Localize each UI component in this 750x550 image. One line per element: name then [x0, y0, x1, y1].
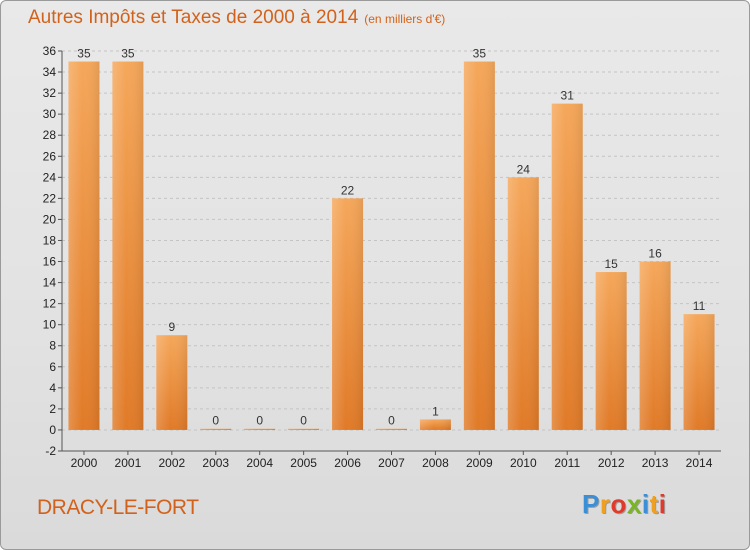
- proxiti-logo[interactable]: Proxiti: [582, 489, 666, 520]
- commune-name: DRACY-LE-FORT: [37, 496, 199, 519]
- y-tick-label: 6: [49, 360, 56, 374]
- chart-title: Autres Impôts et Taxes de 2000 à 2014 (en…: [28, 7, 445, 29]
- value-label-2000: 35: [77, 47, 91, 61]
- y-tick-label: 16: [43, 255, 57, 269]
- bar-shade-2001: [112, 61, 144, 430]
- value-label-2007: 0: [388, 414, 395, 428]
- bar-shade-2010: [507, 177, 539, 430]
- y-tick-label: 2: [49, 402, 56, 416]
- bar-shade-2008: [419, 419, 451, 430]
- value-label-2004: 0: [256, 414, 263, 428]
- bar-shade-2000: [68, 61, 100, 430]
- logo-letter: i: [641, 489, 650, 519]
- logo-letter: o: [610, 489, 627, 519]
- chart-title-text: Autres Impôts et Taxes de 2000 à 2014: [28, 7, 359, 28]
- x-tick-label-2012: 2012: [598, 456, 625, 470]
- bar-shade-2007: [376, 428, 407, 430]
- y-tick-label: 18: [43, 233, 57, 247]
- value-label-2008: 1: [432, 404, 439, 418]
- y-tick-label: 20: [43, 212, 57, 226]
- value-label-2011: 31: [561, 89, 575, 103]
- bar-shade-2005: [288, 428, 320, 430]
- x-tick-label-2008: 2008: [422, 456, 449, 470]
- logo-letter: P: [582, 489, 600, 519]
- value-label-2009: 35: [473, 47, 487, 61]
- value-label-2003: 0: [212, 414, 219, 428]
- value-label-2014: 11: [693, 299, 706, 313]
- x-tick-label-2009: 2009: [466, 456, 493, 470]
- y-tick-label: 28: [43, 128, 57, 142]
- bars: [68, 61, 715, 430]
- y-tick-label: 14: [43, 276, 57, 290]
- value-label-2013: 16: [648, 247, 662, 261]
- value-label-2001: 35: [121, 47, 135, 61]
- bar-shade-2004: [244, 428, 276, 430]
- value-label-2005: 0: [300, 414, 307, 428]
- y-tick-label: 8: [49, 339, 56, 353]
- bar-shade-2009: [463, 61, 495, 430]
- x-tick-label-2010: 2010: [510, 456, 537, 470]
- y-tick-label: 0: [49, 423, 56, 437]
- bar-shade-2012: [595, 272, 627, 430]
- x-tick-label-2014: 2014: [686, 456, 713, 470]
- x-tick-label-2000: 2000: [71, 456, 98, 470]
- y-tick-label: 32: [43, 86, 57, 100]
- y-tick-label: 24: [43, 170, 57, 184]
- bar-shade-2003: [200, 428, 232, 430]
- x-tick-label-2003: 2003: [202, 456, 229, 470]
- chart-subtitle: (en milliers d'€): [364, 12, 446, 26]
- y-tick-label: 30: [43, 107, 57, 121]
- y-tick-label: 10: [43, 318, 57, 332]
- logo-letter: i: [658, 489, 667, 519]
- bar-shade-2013: [639, 261, 671, 430]
- bar-shade-2002: [156, 335, 188, 430]
- y-tick-label: 26: [43, 149, 57, 163]
- x-tick-label-2013: 2013: [642, 456, 669, 470]
- value-label-2006: 22: [341, 183, 355, 197]
- x-tick-label-2002: 2002: [158, 456, 185, 470]
- y-tick-label: -2: [45, 444, 56, 458]
- x-tick-label-2011: 2011: [554, 456, 580, 470]
- value-label-2002: 9: [168, 320, 175, 334]
- bar-shade-2014: [683, 314, 715, 430]
- logo-letter: t: [649, 489, 659, 519]
- y-tick-label: 12: [43, 297, 57, 311]
- x-tick-label-2006: 2006: [334, 456, 361, 470]
- bar-shade-2006: [332, 198, 364, 430]
- x-tick-label-2007: 2007: [378, 456, 405, 470]
- x-tick-label-2005: 2005: [290, 456, 317, 470]
- value-label-2012: 15: [604, 257, 618, 271]
- value-label-2010: 24: [517, 162, 531, 176]
- logo-letter: r: [599, 489, 611, 519]
- y-tick-label: 34: [43, 65, 57, 79]
- y-tick-label: 22: [43, 191, 57, 205]
- y-tick-label: 4: [49, 381, 56, 395]
- bar-shade-2011: [551, 103, 583, 430]
- logo-letter: x: [626, 489, 642, 519]
- value-labels: 35 35 9 0 0 0 22 0 1 35 24 31 15 16 11: [77, 47, 705, 428]
- y-tick-label: 36: [43, 44, 57, 58]
- x-tick-label-2001: 2001: [115, 456, 142, 470]
- x-tick-label-2004: 2004: [246, 456, 273, 470]
